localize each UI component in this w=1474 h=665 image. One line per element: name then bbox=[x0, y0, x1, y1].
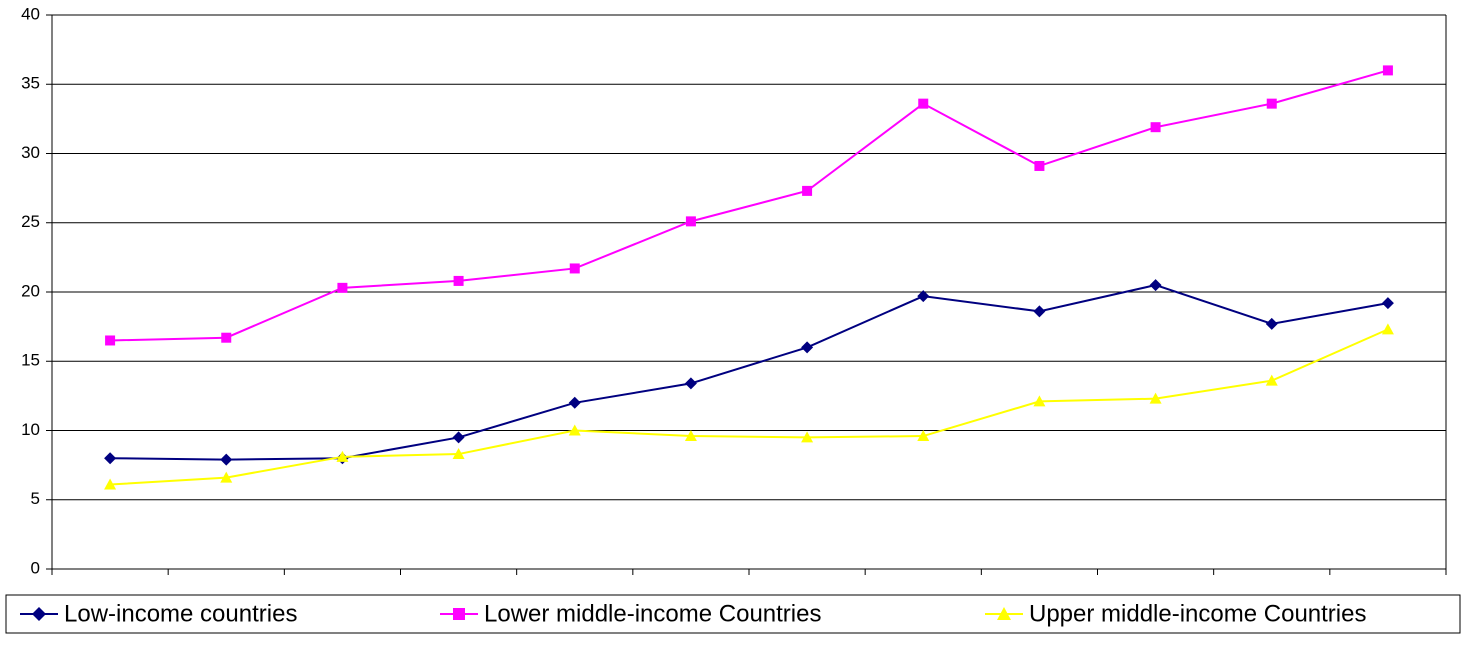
marker bbox=[1149, 392, 1162, 404]
marker bbox=[1034, 160, 1045, 171]
marker bbox=[105, 335, 116, 346]
legend: Low-income countries Lower middle-income … bbox=[5, 594, 1461, 634]
marker bbox=[685, 216, 696, 227]
marker bbox=[802, 185, 813, 196]
marker bbox=[684, 377, 697, 390]
marker bbox=[221, 332, 232, 343]
marker bbox=[918, 98, 929, 109]
marker bbox=[32, 607, 46, 621]
marker bbox=[1150, 122, 1161, 133]
marker bbox=[1382, 65, 1393, 76]
marker bbox=[917, 430, 930, 442]
marker bbox=[220, 453, 233, 466]
marker bbox=[1033, 395, 1046, 407]
series-line bbox=[110, 328, 1389, 486]
marker bbox=[568, 424, 581, 436]
marker bbox=[453, 608, 465, 620]
marker bbox=[1265, 374, 1278, 386]
y-tick-label: 25 bbox=[21, 212, 40, 231]
series-line bbox=[110, 284, 1389, 461]
marker bbox=[336, 450, 349, 462]
marker bbox=[1381, 297, 1394, 310]
marker bbox=[1265, 317, 1278, 330]
legend-label: Upper middle-income Countries bbox=[1029, 600, 1366, 627]
marker bbox=[568, 396, 581, 409]
marker bbox=[801, 431, 814, 443]
marker bbox=[104, 478, 117, 490]
marker bbox=[997, 607, 1011, 620]
marker bbox=[452, 448, 465, 460]
y-tick-label: 5 bbox=[31, 489, 40, 508]
legend-box bbox=[5, 594, 1461, 634]
marker bbox=[917, 290, 930, 303]
marker bbox=[1381, 323, 1394, 335]
y-tick-label: 15 bbox=[21, 351, 40, 370]
marker bbox=[220, 471, 233, 483]
marker bbox=[453, 275, 464, 286]
marker bbox=[104, 452, 117, 465]
marker bbox=[801, 341, 814, 354]
y-tick-label: 35 bbox=[21, 74, 40, 93]
marker bbox=[1149, 279, 1162, 292]
y-tick-label: 20 bbox=[21, 281, 40, 300]
marker bbox=[569, 263, 580, 274]
marker bbox=[337, 282, 348, 293]
marker bbox=[684, 430, 697, 442]
series-line bbox=[110, 69, 1389, 342]
legend-label: Lower middle-income Countries bbox=[484, 600, 821, 627]
legend-label: Low-income countries bbox=[64, 600, 297, 627]
y-tick-label: 30 bbox=[21, 143, 40, 162]
y-tick-label: 10 bbox=[21, 420, 40, 439]
y-tick-label: 40 bbox=[21, 4, 40, 23]
marker bbox=[1033, 305, 1046, 318]
y-tick-label: 0 bbox=[31, 558, 40, 577]
marker bbox=[452, 431, 465, 444]
marker bbox=[1266, 98, 1277, 109]
